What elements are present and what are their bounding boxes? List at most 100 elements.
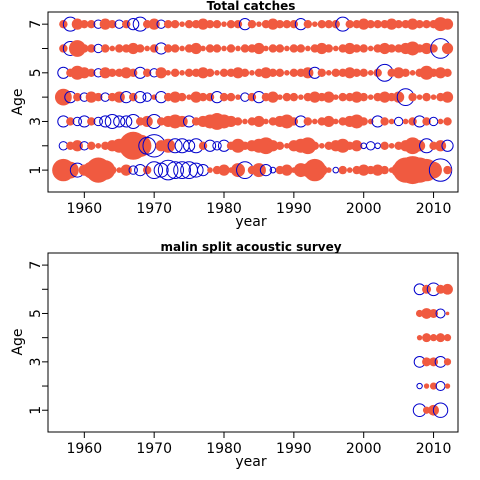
positive-residual-bubble xyxy=(226,92,236,102)
positive-residual-bubble xyxy=(253,42,265,55)
positive-residual-bubble xyxy=(267,18,279,30)
positive-residual-bubble xyxy=(402,118,409,125)
x-tick-label: 1990 xyxy=(276,201,312,217)
positive-residual-bubble xyxy=(235,45,241,52)
positive-residual-bubble xyxy=(388,142,395,149)
positive-residual-bubble xyxy=(318,142,325,149)
negative-residual-bubble xyxy=(203,139,217,152)
positive-residual-bubble xyxy=(129,92,138,102)
positive-residual-bubble xyxy=(324,19,333,29)
panel-1-x-label: year xyxy=(235,214,266,230)
positive-residual-bubble xyxy=(169,91,181,103)
positive-residual-bubble xyxy=(394,19,403,29)
positive-residual-bubble xyxy=(325,167,332,173)
positive-residual-bubble xyxy=(170,68,180,78)
positive-residual-bubble xyxy=(275,19,285,29)
positive-residual-bubble xyxy=(316,42,328,55)
positive-residual-bubble xyxy=(268,68,278,78)
positive-residual-bubble xyxy=(190,91,202,103)
positive-residual-bubble xyxy=(197,67,209,79)
positive-residual-bubble xyxy=(359,117,368,126)
y-tick-label: 7 xyxy=(28,261,44,270)
positive-residual-bubble xyxy=(73,92,82,102)
positive-residual-bubble xyxy=(87,19,96,29)
positive-residual-bubble xyxy=(219,68,229,78)
positive-residual-bubble xyxy=(444,383,451,389)
positive-residual-bubble xyxy=(441,18,454,30)
negative-residual-bubble xyxy=(120,115,133,128)
positive-residual-bubble xyxy=(218,164,230,176)
positive-residual-bubble xyxy=(263,118,269,125)
positive-residual-bubble xyxy=(207,167,213,173)
panel-2-x-axis: 1960 1970 1980 1990 2000 2010 xyxy=(66,432,451,457)
positive-residual-bubble xyxy=(108,68,117,78)
positive-residual-bubble xyxy=(190,42,202,55)
positive-residual-bubble xyxy=(423,383,430,389)
positive-residual-bubble xyxy=(393,91,405,103)
positive-residual-bubble xyxy=(430,94,437,100)
positive-residual-bubble xyxy=(332,118,339,125)
positive-residual-bubble xyxy=(240,44,250,53)
panel-2-title: malin split acoustic survey xyxy=(160,240,341,254)
positive-residual-bubble xyxy=(298,94,304,100)
positive-residual-bubble xyxy=(142,165,152,175)
positive-residual-bubble xyxy=(94,92,103,102)
positive-residual-bubble xyxy=(443,68,452,78)
positive-residual-bubble xyxy=(219,92,229,102)
positive-residual-bubble xyxy=(441,91,454,103)
positive-residual-bubble xyxy=(212,44,222,53)
negative-residual-bubble xyxy=(113,115,126,128)
positive-residual-bubble xyxy=(281,164,293,176)
positive-residual-bubble xyxy=(309,91,321,103)
positive-residual-bubble xyxy=(443,165,452,175)
positive-residual-bubble xyxy=(332,94,339,100)
x-tick-label: 1970 xyxy=(136,201,172,217)
positive-residual-bubble xyxy=(212,19,222,29)
positive-residual-bubble xyxy=(296,44,306,53)
positive-residual-bubble xyxy=(165,70,171,76)
positive-residual-bubble xyxy=(54,88,72,106)
x-tick-label: 1960 xyxy=(66,201,102,217)
positive-residual-bubble xyxy=(393,67,405,79)
positive-residual-bubble xyxy=(312,118,318,125)
panel-total-catches: Total catches 1960 1970 1980 1990 2000 2010 1… xyxy=(10,0,459,230)
positive-residual-bubble xyxy=(197,18,209,30)
panel-2-y-label: Age xyxy=(10,328,26,355)
positive-residual-bubble xyxy=(71,18,83,30)
positive-residual-bubble xyxy=(122,19,131,29)
positive-residual-bubble xyxy=(316,164,328,176)
positive-residual-bubble xyxy=(416,94,423,100)
positive-residual-bubble xyxy=(422,117,431,126)
positive-residual-bubble xyxy=(277,94,283,100)
positive-residual-bubble xyxy=(179,21,185,27)
negative-residual-bubble xyxy=(166,161,185,180)
negative-residual-bubble xyxy=(99,115,112,128)
x-tick-label: 1960 xyxy=(66,441,102,457)
negative-residual-bubble xyxy=(134,91,147,104)
positive-residual-bubble xyxy=(408,92,417,102)
positive-residual-bubble xyxy=(302,67,314,79)
positive-residual-bubble xyxy=(221,21,227,27)
panel-2-bubbles xyxy=(412,282,453,418)
positive-residual-bubble xyxy=(68,40,86,57)
positive-residual-bubble xyxy=(135,44,145,53)
positive-residual-bubble xyxy=(120,164,132,176)
positive-residual-bubble xyxy=(148,18,160,30)
positive-residual-bubble xyxy=(233,117,243,126)
positive-residual-bubble xyxy=(379,91,391,103)
positive-residual-bubble xyxy=(323,115,335,128)
panel-1-y-label: Age xyxy=(10,88,26,115)
positive-residual-bubble xyxy=(405,41,420,56)
positive-residual-bubble xyxy=(177,92,187,102)
positive-residual-bubble xyxy=(247,92,257,102)
positive-residual-bubble xyxy=(226,19,236,29)
positive-residual-bubble xyxy=(373,68,382,78)
positive-residual-bubble xyxy=(87,117,96,126)
positive-residual-bubble xyxy=(338,165,347,175)
positive-residual-bubble xyxy=(409,70,416,76)
positive-residual-bubble xyxy=(127,42,139,55)
negative-residual-bubble xyxy=(393,116,404,127)
x-tick-label: 1980 xyxy=(206,201,242,217)
x-tick-label: 2010 xyxy=(416,201,452,217)
positive-residual-bubble xyxy=(332,45,339,52)
